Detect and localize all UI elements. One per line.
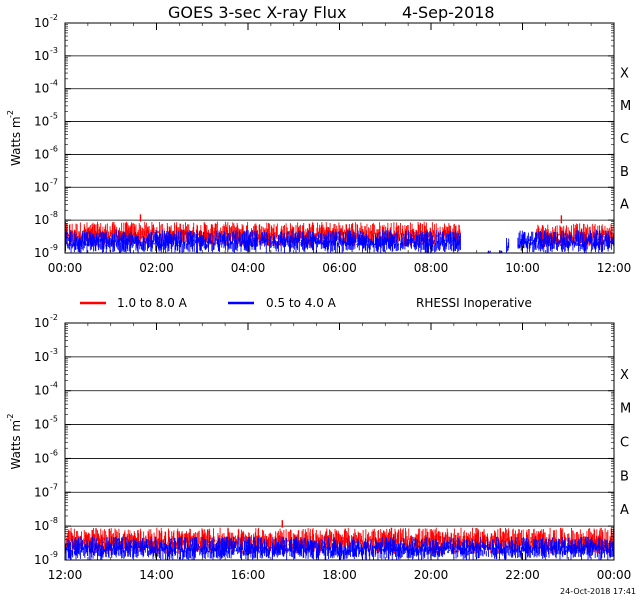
x-tick-label: 18:00 bbox=[322, 568, 357, 582]
series-trace-short bbox=[499, 250, 503, 253]
x-tick-label: 14:00 bbox=[139, 568, 174, 582]
legend-label-long: 1.0 to 8.0 A bbox=[117, 296, 188, 310]
top-traces bbox=[64, 214, 615, 253]
flare-class-label: M bbox=[620, 402, 631, 417]
y-tick-exponent: -9 bbox=[50, 550, 58, 559]
y-tick-exponent: -4 bbox=[50, 381, 58, 390]
x-tick-label: 12:00 bbox=[597, 261, 632, 275]
status-note: RHESSI Inoperative bbox=[416, 296, 532, 310]
x-tick-label: 00:00 bbox=[48, 261, 83, 275]
y-axis-label-exponent: -2 bbox=[6, 110, 15, 118]
series-trace-short bbox=[487, 250, 491, 253]
x-tick-label: 10:00 bbox=[505, 261, 540, 275]
y-tick-label: 10 bbox=[34, 147, 49, 161]
y-tick-exponent: -6 bbox=[50, 144, 58, 153]
y-tick-exponent: -7 bbox=[50, 482, 58, 491]
x-tick-label: 16:00 bbox=[231, 568, 266, 582]
y-tick-exponent: -8 bbox=[50, 210, 58, 219]
y-tick-exponent: -5 bbox=[50, 415, 58, 424]
y-tick-label: 10 bbox=[34, 451, 49, 465]
y-tick-exponent: -7 bbox=[50, 177, 58, 186]
x-tick-label: 04:00 bbox=[231, 261, 266, 275]
x-tick-label: 22:00 bbox=[505, 568, 540, 582]
bottom-gridlines bbox=[65, 356, 614, 527]
x-tick-label: 12:00 bbox=[48, 568, 83, 582]
y-tick-label: 10 bbox=[34, 316, 49, 330]
y-tick-label: 10 bbox=[34, 115, 49, 129]
y-tick-exponent: -3 bbox=[50, 46, 58, 55]
y-tick-exponent: -4 bbox=[50, 79, 58, 88]
bottom-flare-classes: X M C B A bbox=[620, 368, 631, 518]
legend-label-short: 0.5 to 4.0 A bbox=[266, 296, 337, 310]
y-tick-exponent: -9 bbox=[50, 243, 58, 252]
top-x-ticks: 00:00 02:00 04:00 06:00 08:00 10:00 12:00 bbox=[48, 23, 632, 275]
chart-title: GOES 3-sec X-ray Flux bbox=[168, 3, 347, 22]
flare-class-label: X bbox=[620, 66, 629, 81]
flare-class-label: M bbox=[620, 99, 631, 114]
top-flare-classes: X M C B A bbox=[620, 66, 631, 212]
legend: 1.0 to 8.0 A 0.5 to 4.0 A RHESSI Inopera… bbox=[80, 296, 532, 310]
y-tick-label: 10 bbox=[34, 350, 49, 364]
top-gridlines bbox=[65, 55, 614, 221]
y-tick-label: 10 bbox=[34, 418, 49, 432]
y-tick-label: 10 bbox=[34, 519, 49, 533]
series-trace-short bbox=[506, 237, 510, 253]
flare-class-label: B bbox=[620, 469, 629, 484]
y-tick-label: 10 bbox=[34, 16, 49, 30]
bottom-traces bbox=[64, 520, 615, 560]
flare-class-label: B bbox=[620, 165, 629, 180]
y-tick-label: 10 bbox=[34, 213, 49, 227]
bottom-y-ticks: 10-210-310-410-510-610-710-810-9 bbox=[34, 313, 614, 567]
bottom-plot-frame bbox=[64, 322, 615, 561]
top-y-ticks: 10-210-310-410-510-610-710-810-9 bbox=[34, 13, 614, 260]
y-tick-exponent: -2 bbox=[50, 13, 58, 22]
top-y-axis-label: Watts m-2 bbox=[6, 110, 23, 166]
y-axis-label: Watts m bbox=[9, 116, 23, 166]
y-tick-label: 10 bbox=[34, 49, 49, 63]
y-axis-label: Watts m bbox=[9, 420, 23, 470]
bottom-y-axis-label: Watts m-2 bbox=[6, 414, 23, 470]
y-tick-exponent: -3 bbox=[50, 347, 58, 356]
x-tick-label: 08:00 bbox=[414, 261, 449, 275]
y-tick-label: 10 bbox=[34, 180, 49, 194]
y-axis-label-exponent: -2 bbox=[6, 414, 15, 422]
x-tick-label: 06:00 bbox=[322, 261, 357, 275]
x-tick-label: 02:00 bbox=[139, 261, 174, 275]
y-tick-label: 10 bbox=[34, 553, 49, 567]
flare-class-label: A bbox=[620, 198, 629, 213]
y-tick-label: 10 bbox=[34, 246, 49, 260]
y-tick-label: 10 bbox=[34, 485, 49, 499]
y-tick-exponent: -6 bbox=[50, 448, 58, 457]
y-tick-exponent: -5 bbox=[50, 112, 58, 121]
bottom-panel: 10-210-310-410-510-610-710-810-9 12:00 14… bbox=[6, 313, 631, 582]
series-trace-short bbox=[517, 230, 615, 253]
bottom-x-ticks: 12:00 14:00 16:00 18:00 20:00 22:00 00:00 bbox=[48, 323, 632, 582]
top-panel: 10-210-310-410-510-610-710-810-9 00:00 02… bbox=[6, 13, 631, 275]
flare-class-label: C bbox=[620, 436, 629, 451]
chart-date: 4-Sep-2018 bbox=[402, 3, 495, 22]
x-tick-label: 20:00 bbox=[414, 568, 449, 582]
y-tick-label: 10 bbox=[34, 384, 49, 398]
y-tick-exponent: -2 bbox=[50, 313, 58, 322]
y-tick-label: 10 bbox=[34, 82, 49, 96]
x-tick-label: 00:00 bbox=[597, 568, 632, 582]
flare-class-label: X bbox=[620, 368, 629, 383]
flare-class-label: C bbox=[620, 132, 629, 147]
flare-class-label: A bbox=[620, 503, 629, 518]
top-plot-frame bbox=[64, 22, 615, 254]
generation-timestamp: 24-Oct-2018 17:41 bbox=[560, 587, 636, 596]
y-tick-exponent: -8 bbox=[50, 516, 58, 525]
